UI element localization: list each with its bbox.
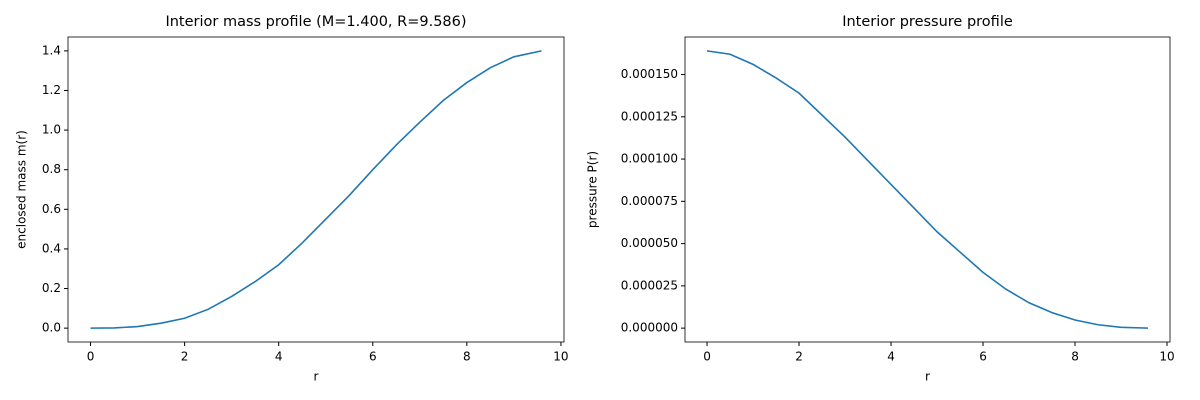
- y-tick-label: 0.000150: [621, 67, 678, 81]
- x-tick-label: 0: [703, 350, 711, 364]
- x-tick-label: 4: [887, 350, 895, 364]
- y-tick-label: 1.4: [42, 43, 61, 57]
- y-tick-label: 0.000075: [621, 194, 678, 208]
- y-axis-label: pressure P(r): [586, 151, 600, 228]
- y-tick-label: 1.2: [42, 83, 61, 97]
- y-tick-label: 0.000025: [621, 278, 678, 292]
- x-tick-label: 6: [979, 350, 987, 364]
- x-tick-label: 8: [1071, 350, 1079, 364]
- x-tick-label: 2: [181, 350, 189, 364]
- chart-title: Interior pressure profile: [842, 14, 1013, 30]
- chart-title: Interior mass profile (M=1.400, R=9.586): [165, 14, 466, 30]
- axes-frame: [67, 36, 565, 343]
- y-tick-label: 0.0: [42, 321, 61, 335]
- x-tick-label: 4: [275, 350, 283, 364]
- data-line: [706, 50, 1148, 329]
- y-tick-label: 0.000100: [621, 152, 678, 166]
- y-tick-label: 0.000000: [621, 321, 678, 335]
- y-tick-label: 0.000125: [621, 109, 678, 123]
- x-axis-label: r: [925, 370, 930, 384]
- axes-frame: [684, 36, 1171, 343]
- x-tick-label: 2: [795, 350, 803, 364]
- x-axis-label: r: [314, 370, 319, 384]
- y-tick-label: 0.000050: [621, 236, 678, 250]
- x-tick-label: 8: [463, 350, 471, 364]
- data-line: [90, 50, 542, 329]
- y-axis-label: enclosed mass m(r): [15, 130, 29, 249]
- y-tick-label: 0.6: [42, 202, 61, 216]
- y-tick-label: 0.8: [42, 162, 61, 176]
- y-tick-label: 0.4: [42, 241, 61, 255]
- y-tick-label: 0.2: [42, 281, 61, 295]
- x-tick-label: 10: [1159, 350, 1174, 364]
- x-tick-label: 0: [87, 350, 95, 364]
- y-tick-label: 1.0: [42, 123, 61, 137]
- x-tick-label: 6: [369, 350, 377, 364]
- x-tick-label: 10: [553, 350, 568, 364]
